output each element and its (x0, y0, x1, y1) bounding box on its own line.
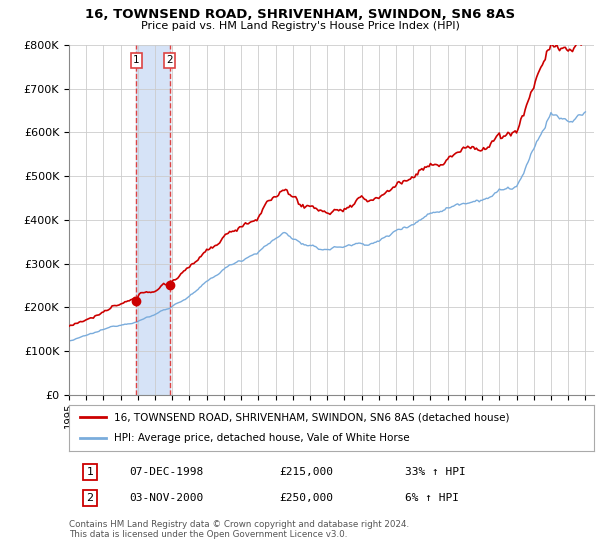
Text: 16, TOWNSEND ROAD, SHRIVENHAM, SWINDON, SN6 8AS (detached house): 16, TOWNSEND ROAD, SHRIVENHAM, SWINDON, … (113, 412, 509, 422)
Text: £215,000: £215,000 (279, 467, 333, 477)
Text: 07-DEC-1998: 07-DEC-1998 (130, 467, 203, 477)
Text: Contains HM Land Registry data © Crown copyright and database right 2024.
This d: Contains HM Land Registry data © Crown c… (69, 520, 409, 539)
Text: 2: 2 (166, 55, 173, 66)
Text: 2: 2 (86, 493, 94, 503)
Text: 16, TOWNSEND ROAD, SHRIVENHAM, SWINDON, SN6 8AS: 16, TOWNSEND ROAD, SHRIVENHAM, SWINDON, … (85, 8, 515, 21)
Text: HPI: Average price, detached house, Vale of White Horse: HPI: Average price, detached house, Vale… (113, 433, 409, 444)
Text: 1: 1 (133, 55, 140, 66)
Text: 1: 1 (86, 467, 94, 477)
Text: 6% ↑ HPI: 6% ↑ HPI (405, 493, 459, 503)
Text: 03-NOV-2000: 03-NOV-2000 (130, 493, 203, 503)
Bar (136, 45, 170, 395)
Text: £250,000: £250,000 (279, 493, 333, 503)
Text: 33% ↑ HPI: 33% ↑ HPI (405, 467, 466, 477)
Text: Price paid vs. HM Land Registry's House Price Index (HPI): Price paid vs. HM Land Registry's House … (140, 21, 460, 31)
